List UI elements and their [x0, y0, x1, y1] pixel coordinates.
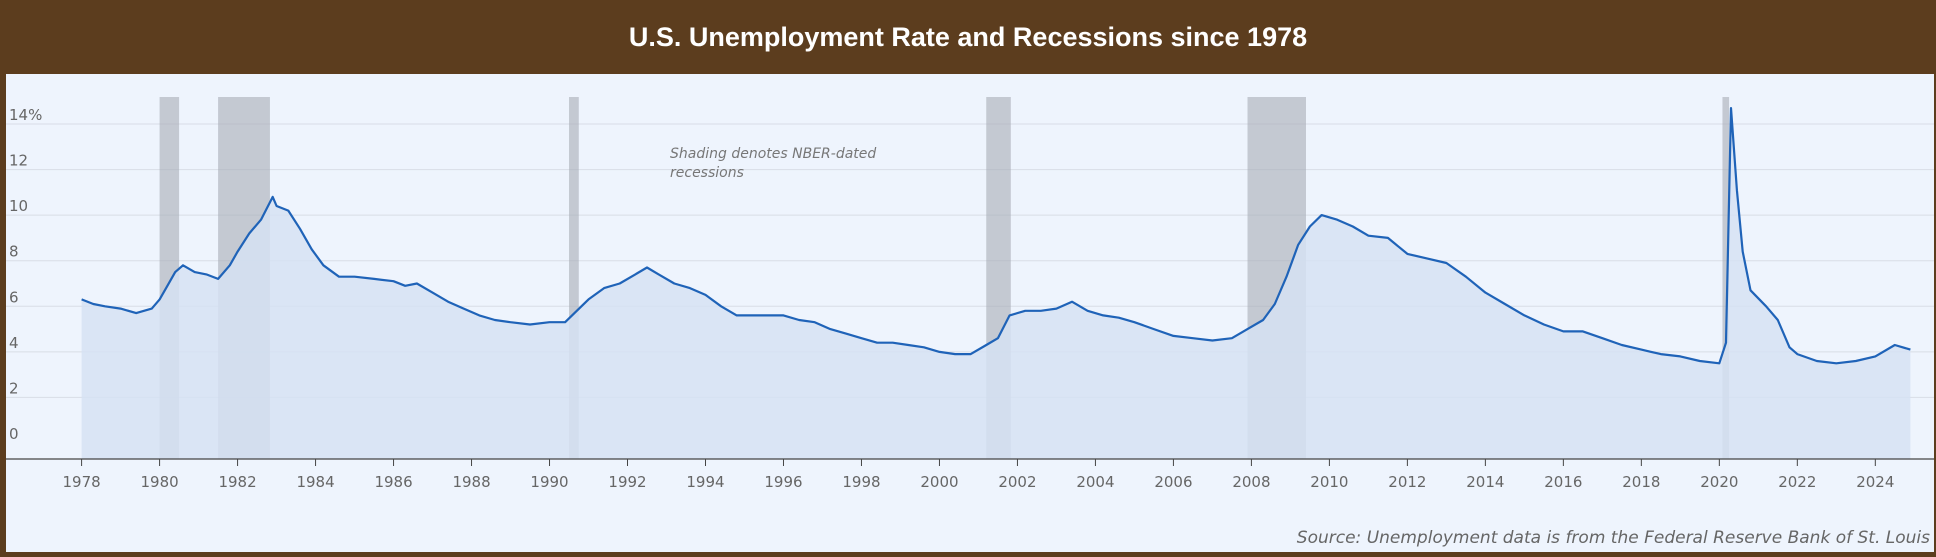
x-tick-label: 2006	[1154, 473, 1192, 491]
x-tick-label: 1994	[686, 473, 724, 491]
x-tick-label: 1988	[452, 473, 490, 491]
y-tick-label: 0	[9, 425, 19, 443]
x-tick-label: 2008	[1232, 473, 1270, 491]
x-tick-label: 2018	[1622, 473, 1660, 491]
x-tick-label: 2010	[1310, 473, 1348, 491]
x-tick-label: 1992	[608, 473, 646, 491]
y-tick-label: 4	[9, 334, 19, 352]
x-tick-label: 2016	[1544, 473, 1582, 491]
x-tick-label: 1996	[764, 473, 802, 491]
x-tick-label: 2000	[920, 473, 958, 491]
annotation-line: recessions	[670, 165, 744, 181]
x-tick-label: 2020	[1700, 473, 1738, 491]
x-tick-label: 1990	[530, 473, 568, 491]
chart-svg: 0 2 4 6 8 10 12 14% 1978 1980 1982 1984 1986 1988 1990…	[6, 97, 1934, 491]
x-tick-label: 1978	[63, 473, 101, 491]
x-tick-label: 2014	[1466, 473, 1504, 491]
y-tick-label: 2	[9, 379, 19, 397]
y-tick-label: 8	[9, 243, 19, 261]
x-tick-label: 2024	[1856, 473, 1894, 491]
recession-band	[1722, 97, 1730, 459]
series-line	[81, 107, 1911, 365]
x-axis	[6, 458, 1934, 466]
x-tick-label: 2002	[998, 473, 1036, 491]
y-tick-label: 14%	[9, 106, 42, 124]
y-tick-label: 12	[9, 152, 28, 170]
x-tick-label: 2004	[1076, 473, 1114, 491]
x-tick-label: 1980	[140, 473, 178, 491]
recession-band	[569, 97, 579, 459]
annotation-line: Shading denotes NBER-dated	[670, 146, 876, 162]
chart-panel: 0 2 4 6 8 10 12 14% 1978 1980 1982 1984 1986 1988 1990…	[6, 74, 1934, 552]
x-tick-label: 1998	[842, 473, 880, 491]
y-tick-label: 6	[9, 288, 19, 306]
y-tick-label: 10	[9, 197, 28, 215]
x-tick-label: 2022	[1778, 473, 1816, 491]
x-tick-label: 1986	[374, 473, 412, 491]
x-tick-label: 2012	[1388, 473, 1426, 491]
axis-labels: 0 2 4 6 8 10 12 14% 1978 1980 1982 1984 1986 1988 1990…	[9, 106, 1894, 491]
x-tick-label: 1982	[218, 473, 256, 491]
annotation: Shading denotes NBER-dated recessions	[670, 146, 876, 181]
x-tick-label: 1984	[296, 473, 334, 491]
source-note: Source: Unemployment data is from the Fe…	[1296, 528, 1930, 548]
chart-title: U.S. Unemployment Rate and Recessions si…	[628, 21, 1308, 52]
series-area	[81, 108, 1911, 459]
series-group	[81, 107, 1911, 459]
